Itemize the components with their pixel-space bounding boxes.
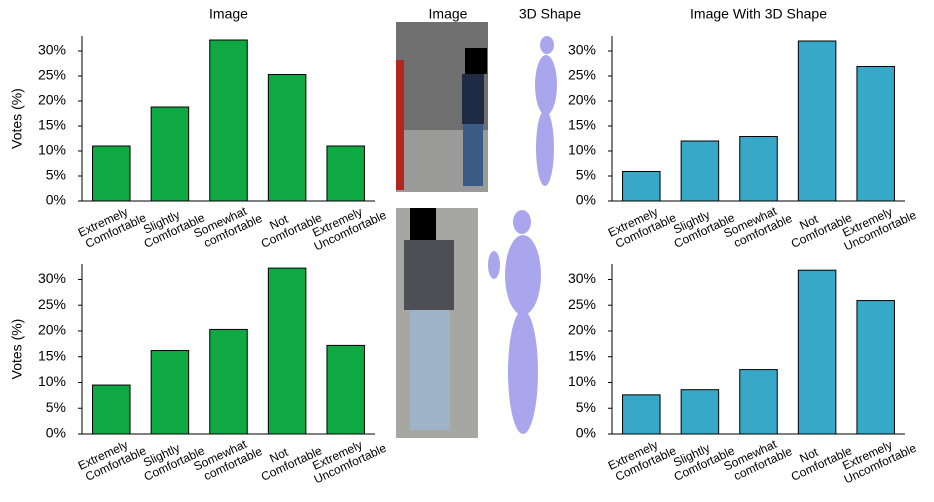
bar	[739, 136, 778, 202]
bar	[150, 350, 190, 435]
y-tick-label: 5%	[46, 167, 66, 183]
y-tick-label: 5%	[576, 167, 596, 183]
y-tick-label: 20%	[568, 92, 596, 108]
y-axis-label: Votes (%)	[9, 319, 25, 380]
y-tick-label: 15%	[568, 347, 596, 363]
y-tick-label: 25%	[568, 67, 596, 83]
bar	[267, 267, 307, 435]
shape-label: 3D Shape	[519, 6, 581, 22]
bar	[680, 140, 720, 202]
bar	[209, 39, 248, 202]
y-tick-label: 0%	[46, 425, 66, 441]
y-tick-label: 30%	[38, 42, 66, 58]
bar	[856, 66, 895, 202]
y-tick-label: 20%	[38, 322, 66, 338]
y-tick-label: 0%	[576, 192, 596, 208]
bar	[797, 40, 837, 202]
photo-top	[396, 22, 488, 192]
bar	[92, 145, 131, 202]
bar	[92, 384, 131, 435]
chart-title: Image With 3D Shape	[690, 6, 827, 22]
y-tick-label: 15%	[568, 117, 596, 133]
bar	[622, 171, 661, 202]
y-tick-label: 0%	[46, 192, 66, 208]
y-tick-label: 20%	[568, 322, 596, 338]
y-axis-label: Votes (%)	[9, 88, 25, 149]
y-tick-label: 25%	[568, 296, 596, 312]
y-tick-label: 20%	[38, 92, 66, 108]
y-tick-label: 15%	[38, 347, 66, 363]
image-label: Image	[429, 6, 468, 22]
shape-top	[535, 36, 557, 186]
bar	[326, 145, 365, 202]
bar	[680, 389, 720, 435]
bar	[797, 269, 837, 435]
y-tick-label: 30%	[38, 270, 66, 286]
y-tick-label: 5%	[576, 399, 596, 415]
bar	[622, 394, 661, 435]
y-tick-label: 0%	[576, 425, 596, 441]
y-tick-label: 15%	[38, 117, 66, 133]
shape-bottom	[488, 210, 541, 434]
y-tick-label: 25%	[38, 67, 66, 83]
y-tick-label: 30%	[568, 42, 596, 58]
bar	[150, 106, 190, 202]
bar	[209, 328, 248, 435]
bar	[856, 300, 895, 435]
y-tick-label: 5%	[46, 399, 66, 415]
y-tick-label: 10%	[568, 373, 596, 389]
bar	[267, 74, 307, 202]
bar	[326, 344, 365, 435]
y-tick-label: 10%	[568, 142, 596, 158]
chart-title: Image	[209, 6, 248, 22]
bar	[739, 369, 778, 435]
y-tick-label: 25%	[38, 296, 66, 312]
photo-bottom	[396, 208, 478, 438]
y-tick-label: 10%	[38, 142, 66, 158]
y-tick-label: 10%	[38, 373, 66, 389]
y-tick-label: 30%	[568, 270, 596, 286]
